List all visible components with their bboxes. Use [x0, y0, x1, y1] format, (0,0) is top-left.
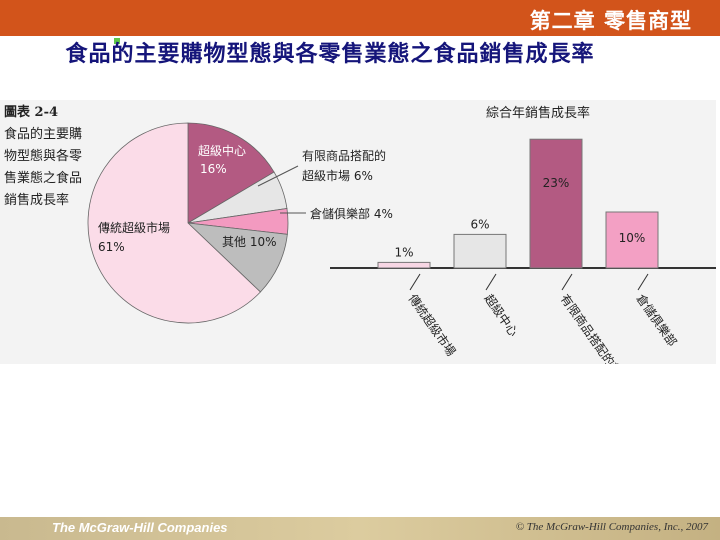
header-bar: 第二章 零售商型	[0, 0, 720, 36]
bar-1	[453, 233, 507, 269]
bar-2	[529, 138, 583, 269]
bar-3	[605, 211, 659, 269]
figure-caption-block: 圖表 2-4 食品的主要購物型態與各零售業態之食品銷售成長率	[4, 102, 88, 212]
pie-slice-0	[187, 122, 275, 224]
pie-label-traditional-pct: 61%	[98, 240, 125, 254]
figure-label: 圖表 2-4	[4, 105, 59, 120]
pie-label-traditional: 傳統超級市場	[98, 220, 170, 235]
bar-category-label-2: 有限商品搭配的超級市場	[558, 291, 646, 364]
bar-category-tick-3	[637, 273, 649, 291]
chapter-title-overflow: 態	[594, 37, 604, 48]
footer-bar: The McGraw-Hill Companies © The McGraw-H…	[0, 517, 720, 540]
pie-label-supercenter: 超級中心	[198, 143, 246, 158]
publisher-logo: The McGraw-Hill Companies	[52, 520, 228, 535]
bar-value-label-1: 6%	[470, 217, 489, 231]
figure-caption: 食品的主要購物型態與各零售業態之食品銷售成長率	[4, 127, 83, 208]
bar-value-label-0: 1%	[394, 245, 413, 259]
pie-slice-4	[87, 122, 261, 324]
bar-category-tick-0	[409, 273, 421, 291]
bar-category-label-3: 倉儲俱樂部	[634, 291, 681, 349]
bar-chart: 1% 傳統超級市場 6% 超級中心 23% 有限商品搭配的超級市場 10% 倉儲俱樂部	[330, 138, 716, 364]
bar-value-label-2: 23%	[543, 176, 570, 190]
figure-graphic: 超級中心 16% 有限商品搭配的 超級市場 6% 倉儲俱樂部 4% 其他 10%…	[87, 122, 716, 364]
bar-category-label-1: 超級中心	[482, 291, 522, 339]
pie-label-limited-1: 有限商品搭配的	[302, 148, 386, 163]
leader-line-limited	[257, 165, 299, 187]
bar-category-tick-1	[485, 273, 497, 291]
slide-title: 食品的主要購物型態與各零售業態之食品銷售成長率	[65, 42, 595, 67]
bar-category-label-0: 傳統超級市場	[406, 291, 460, 359]
bar-chart-title: 綜合年銷售成長率	[486, 106, 591, 121]
pie-label-warehouse: 倉儲俱樂部 4%	[310, 206, 393, 221]
pie-label-limited-2: 超級市場 6%	[302, 168, 373, 183]
chapter-title: 第二章 零售商型	[529, 9, 692, 33]
green-marker	[114, 38, 120, 44]
figure-panel: 圖表 2-4 食品的主要購物型態與各零售業態之食品銷售成長率 超級中心 16% …	[0, 100, 716, 364]
copyright-notice: © The McGraw-Hill Companies, Inc., 2007	[515, 521, 708, 533]
bar-value-label-3: 10%	[619, 231, 646, 245]
bar-category-tick-2	[561, 273, 573, 291]
pie-label-supercenter-pct: 16%	[200, 162, 227, 176]
pie-chart	[87, 122, 289, 324]
pie-label-other: 其他 10%	[222, 235, 277, 249]
bar-0	[377, 261, 431, 269]
